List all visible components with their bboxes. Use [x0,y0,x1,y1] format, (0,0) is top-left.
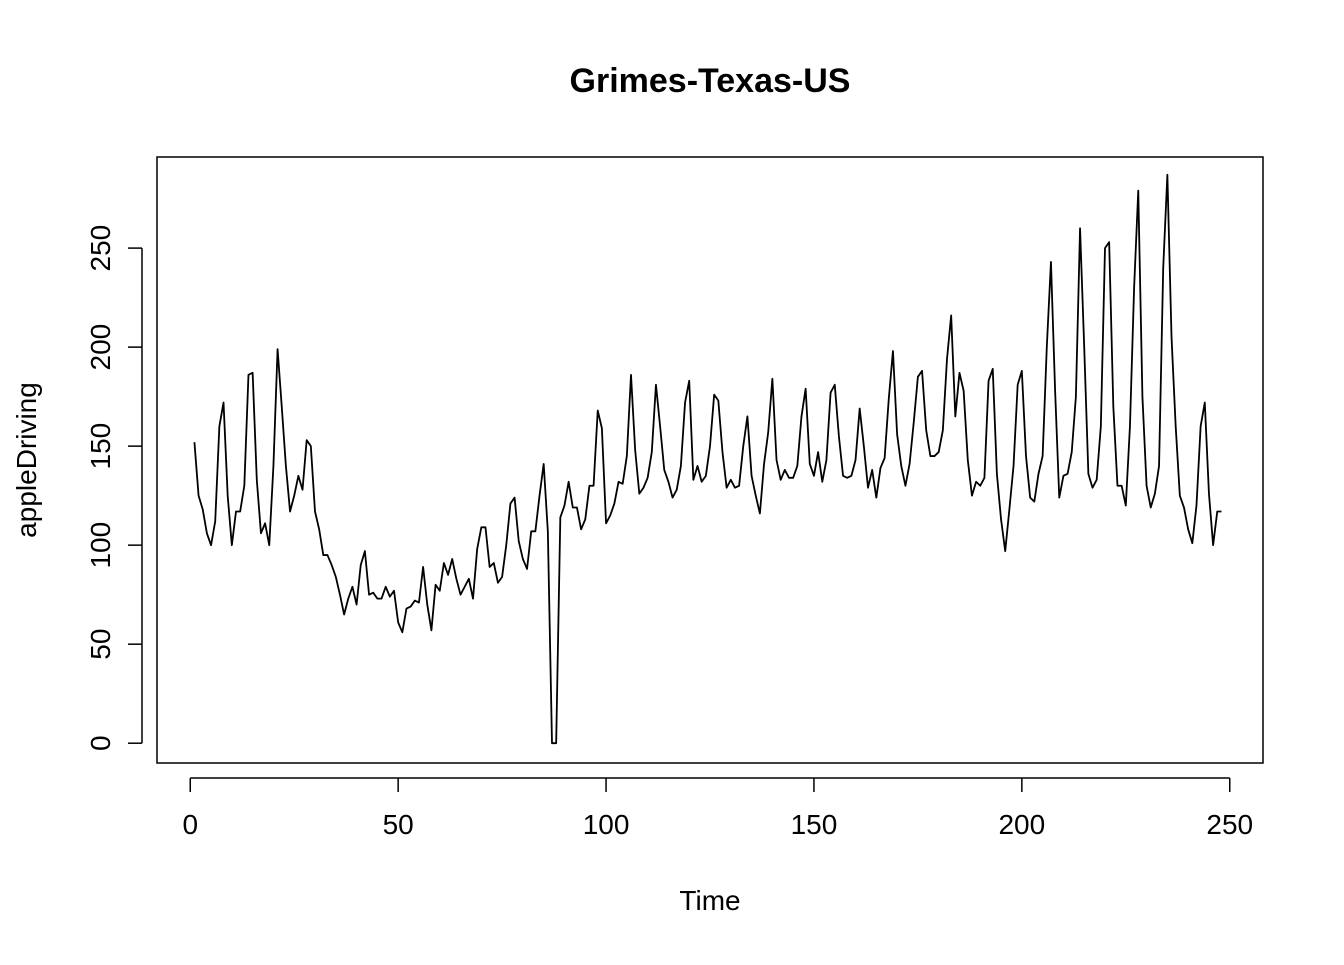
y-tick-label-0: 0 [85,735,116,751]
x-axis: 0 50 100 150 200 250 [182,777,1253,840]
y-tick-label-5: 250 [85,225,116,272]
series-line-0 [193,173,1222,745]
plot-frame [156,156,1264,764]
x-tick-label-1: 50 [383,809,414,840]
series-layer [193,173,1222,745]
y-axis: 0 50 100 150 200 250 [85,225,143,751]
x-axis-label: Time [679,885,740,916]
x-tick-label-4: 200 [998,809,1045,840]
y-tick-label-4: 200 [85,324,116,371]
chart-title: Grimes-Texas-US [570,62,851,100]
y-tick-label-3: 150 [85,423,116,470]
x-tick-label-0: 0 [182,809,198,840]
x-tick-label-2: 100 [583,809,630,840]
y-tick-label-2: 100 [85,522,116,569]
y-tick-label-1: 50 [85,629,116,660]
x-tick-label-3: 150 [791,809,838,840]
x-tick-label-5: 250 [1206,809,1253,840]
y-axis-label: appleDriving [11,382,42,538]
